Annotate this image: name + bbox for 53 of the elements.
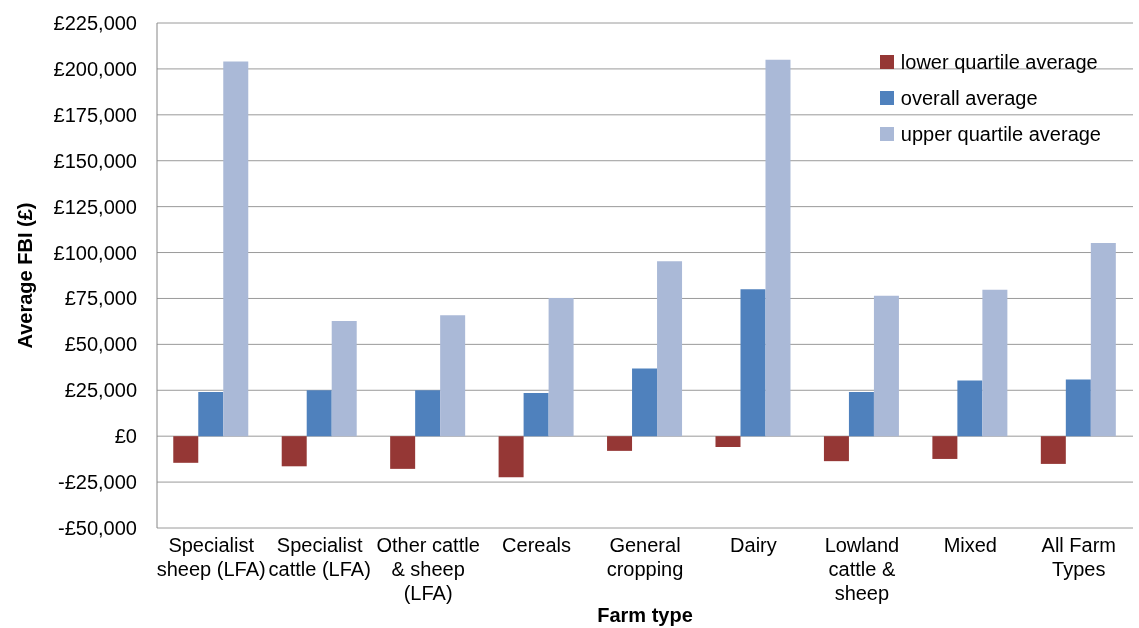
legend-label: overall average xyxy=(900,86,1038,110)
bar xyxy=(823,436,849,462)
y-tick-label: £225,000 xyxy=(53,12,137,34)
bar xyxy=(1040,436,1066,464)
bar xyxy=(548,297,574,437)
x-tick-label: Specialist cattle (LFA) xyxy=(268,534,371,580)
bar xyxy=(281,436,307,467)
bar xyxy=(173,436,199,463)
bar xyxy=(848,392,874,437)
y-tick-label: £200,000 xyxy=(53,57,137,80)
y-tick-label: £50,000 xyxy=(64,333,137,356)
x-tick-label: Lowland cattle & sheep xyxy=(824,534,900,604)
x-tick-label: General cropping xyxy=(606,534,684,580)
bar xyxy=(306,390,332,437)
x-tick-label: Cereals xyxy=(502,534,572,556)
bar xyxy=(765,59,791,437)
bar xyxy=(957,380,983,437)
bar xyxy=(498,436,524,478)
bar xyxy=(440,315,466,437)
bar xyxy=(657,261,683,437)
bar xyxy=(198,392,224,437)
legend-label: upper quartile average xyxy=(900,122,1101,146)
y-axis-title: Average FBI (£) xyxy=(14,202,36,349)
bar xyxy=(607,436,633,451)
x-tick-label: All Farm Types xyxy=(1041,534,1116,580)
y-tick-label: £125,000 xyxy=(53,195,137,218)
bar xyxy=(873,295,899,437)
x-tick-label: Specialist sheep (LFA) xyxy=(156,534,266,580)
bar xyxy=(1090,243,1116,437)
y-tick-label: £75,000 xyxy=(64,287,137,310)
bar xyxy=(632,368,658,437)
bar xyxy=(715,436,741,448)
y-tick-label: £0 xyxy=(114,425,137,448)
y-tick-label: £175,000 xyxy=(53,103,137,126)
bar xyxy=(982,289,1008,437)
bar xyxy=(740,289,766,437)
y-tick-label: £150,000 xyxy=(53,149,137,172)
bar xyxy=(1065,379,1091,437)
x-tick-label: Mixed xyxy=(943,534,998,556)
bar xyxy=(223,61,249,437)
bar xyxy=(390,436,416,469)
bar xyxy=(331,321,357,437)
y-tick-label: -£25,000 xyxy=(58,471,137,494)
y-tick-label: £100,000 xyxy=(53,241,137,264)
y-tick-label: £25,000 xyxy=(64,379,137,402)
bar xyxy=(523,393,549,437)
bar xyxy=(415,390,441,437)
x-axis-title: Farm type xyxy=(597,604,693,626)
x-tick-label: Other cattle & sheep (LFA) xyxy=(376,534,480,604)
bar xyxy=(932,436,958,459)
x-tick-label: Dairy xyxy=(730,534,777,556)
y-tick-label: -£50,000 xyxy=(58,517,137,539)
legend-label: lower quartile average xyxy=(900,50,1098,74)
